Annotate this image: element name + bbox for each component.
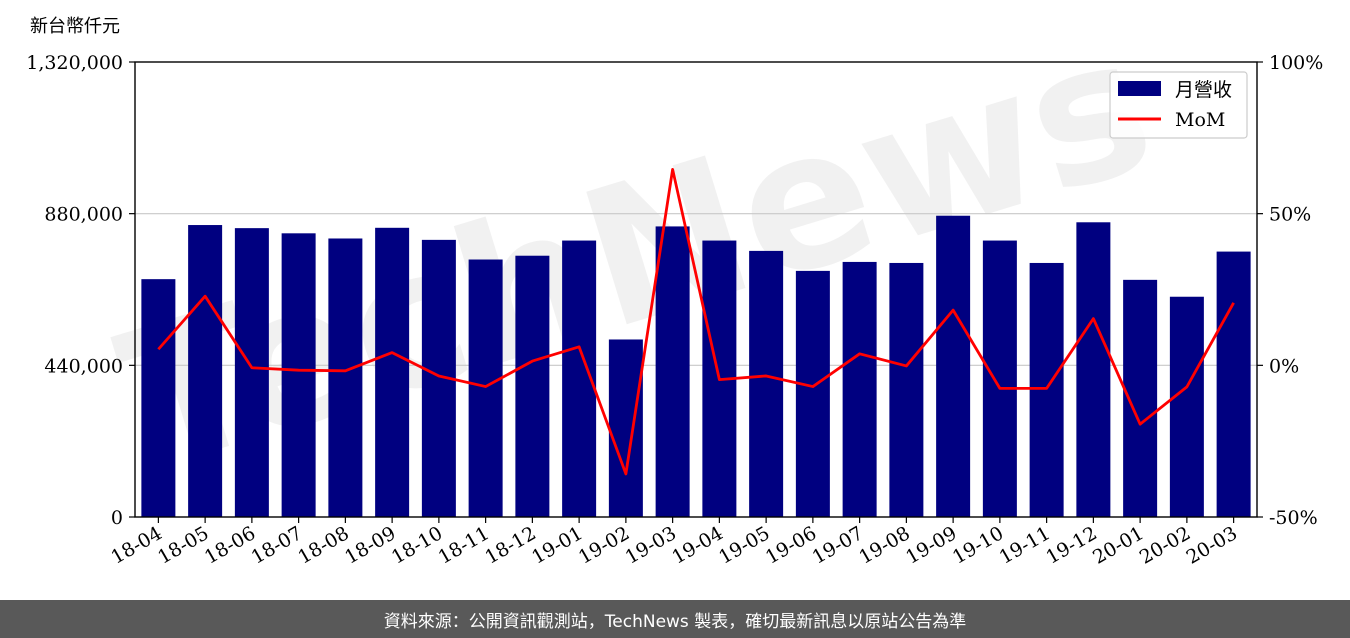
ytick-label-right-2: 50% (1269, 204, 1311, 226)
legend-swatch-revenue (1118, 81, 1161, 96)
bar-18-06 (234, 228, 269, 518)
ytick-label-right-1: 0% (1269, 355, 1299, 377)
bar-19-08 (889, 262, 924, 517)
bar-19-12 (1076, 222, 1111, 517)
ytick-label-left-2: 880,000 (44, 204, 123, 226)
ytick-label-left-0: 0 (111, 507, 123, 529)
xtick-label-18-06: 18-06 (201, 522, 259, 568)
xtick-label-19-09: 19-09 (902, 522, 960, 568)
xtick-label-19-11: 19-11 (996, 522, 1054, 568)
legend-label-mom: MoM (1175, 109, 1225, 131)
xtick-label-19-12: 19-12 (1042, 522, 1100, 568)
xtick-label-19-06: 19-06 (762, 522, 820, 568)
source-footer: 資料來源：公開資訊觀測站，TechNews 製表，確切最新訊息以原站公告為準 (0, 600, 1350, 638)
bar-19-03 (655, 226, 690, 517)
xtick-label-18-08: 18-08 (294, 522, 352, 568)
bar-18-11 (468, 259, 503, 517)
plot-frame (134, 61, 1258, 518)
ytick-label-left-1: 440,000 (44, 355, 123, 377)
mom-line (157, 167, 1235, 476)
xtick-label-18-11: 18-11 (435, 522, 493, 568)
xtick-label-19-01: 19-01 (528, 522, 586, 568)
xtick-label-19-04: 19-04 (668, 522, 726, 568)
xtick-label-18-09: 18-09 (341, 522, 399, 568)
xtick-label-20-03: 20-03 (1183, 522, 1241, 568)
bar-20-02 (1169, 296, 1204, 517)
unit-label: 新台幣仟元 (30, 16, 120, 37)
bar-19-07 (842, 261, 877, 517)
legend: 月營收 MoM (1109, 71, 1248, 139)
bar-19-11 (1029, 262, 1064, 517)
bar-18-09 (375, 227, 410, 517)
xtick-label-20-02: 20-02 (1136, 522, 1194, 568)
legend-label-revenue: 月營收 (1175, 79, 1232, 101)
bar-19-10 (982, 240, 1017, 517)
xtick-label-19-05: 19-05 (715, 522, 773, 568)
bar-18-05 (188, 225, 223, 517)
bar-19-06 (795, 270, 830, 517)
bar-18-07 (281, 233, 316, 517)
xtick-label-18-04: 18-04 (107, 522, 165, 568)
chart-svg: 新台幣仟元 TechNews 0440,000880,0001,320,000-… (26, 0, 1323, 569)
bar-19-09 (936, 215, 971, 517)
xtick-label-18-05: 18-05 (154, 522, 212, 568)
xtick-label-19-10: 19-10 (949, 522, 1007, 568)
ytick-label-right-0: -50% (1269, 507, 1318, 529)
xtick-label-18-12: 18-12 (481, 522, 539, 568)
xtick-label-19-02: 19-02 (575, 522, 633, 568)
bar-19-05 (749, 250, 784, 518)
xtick-label-19-07: 19-07 (809, 522, 867, 568)
bar-18-12 (515, 255, 550, 517)
bar-19-02 (608, 339, 643, 517)
bar-18-08 (328, 238, 363, 517)
xtick-label-18-07: 18-07 (248, 522, 306, 568)
ytick-label-right-3: 100% (1269, 52, 1323, 74)
xtick-label-19-08: 19-08 (855, 522, 913, 568)
xtick-label-18-10: 18-10 (388, 522, 446, 568)
bar-18-04 (141, 279, 176, 517)
bar-series-monthly-revenue (141, 215, 1251, 518)
grid-lines (135, 213, 1257, 366)
line-series-mom (157, 167, 1235, 476)
ytick-label-left-3: 1,320,000 (26, 52, 123, 74)
xtick-label-20-01: 20-01 (1089, 522, 1147, 568)
bar-20-03 (1216, 251, 1251, 518)
xtick-label-19-03: 19-03 (622, 522, 680, 568)
